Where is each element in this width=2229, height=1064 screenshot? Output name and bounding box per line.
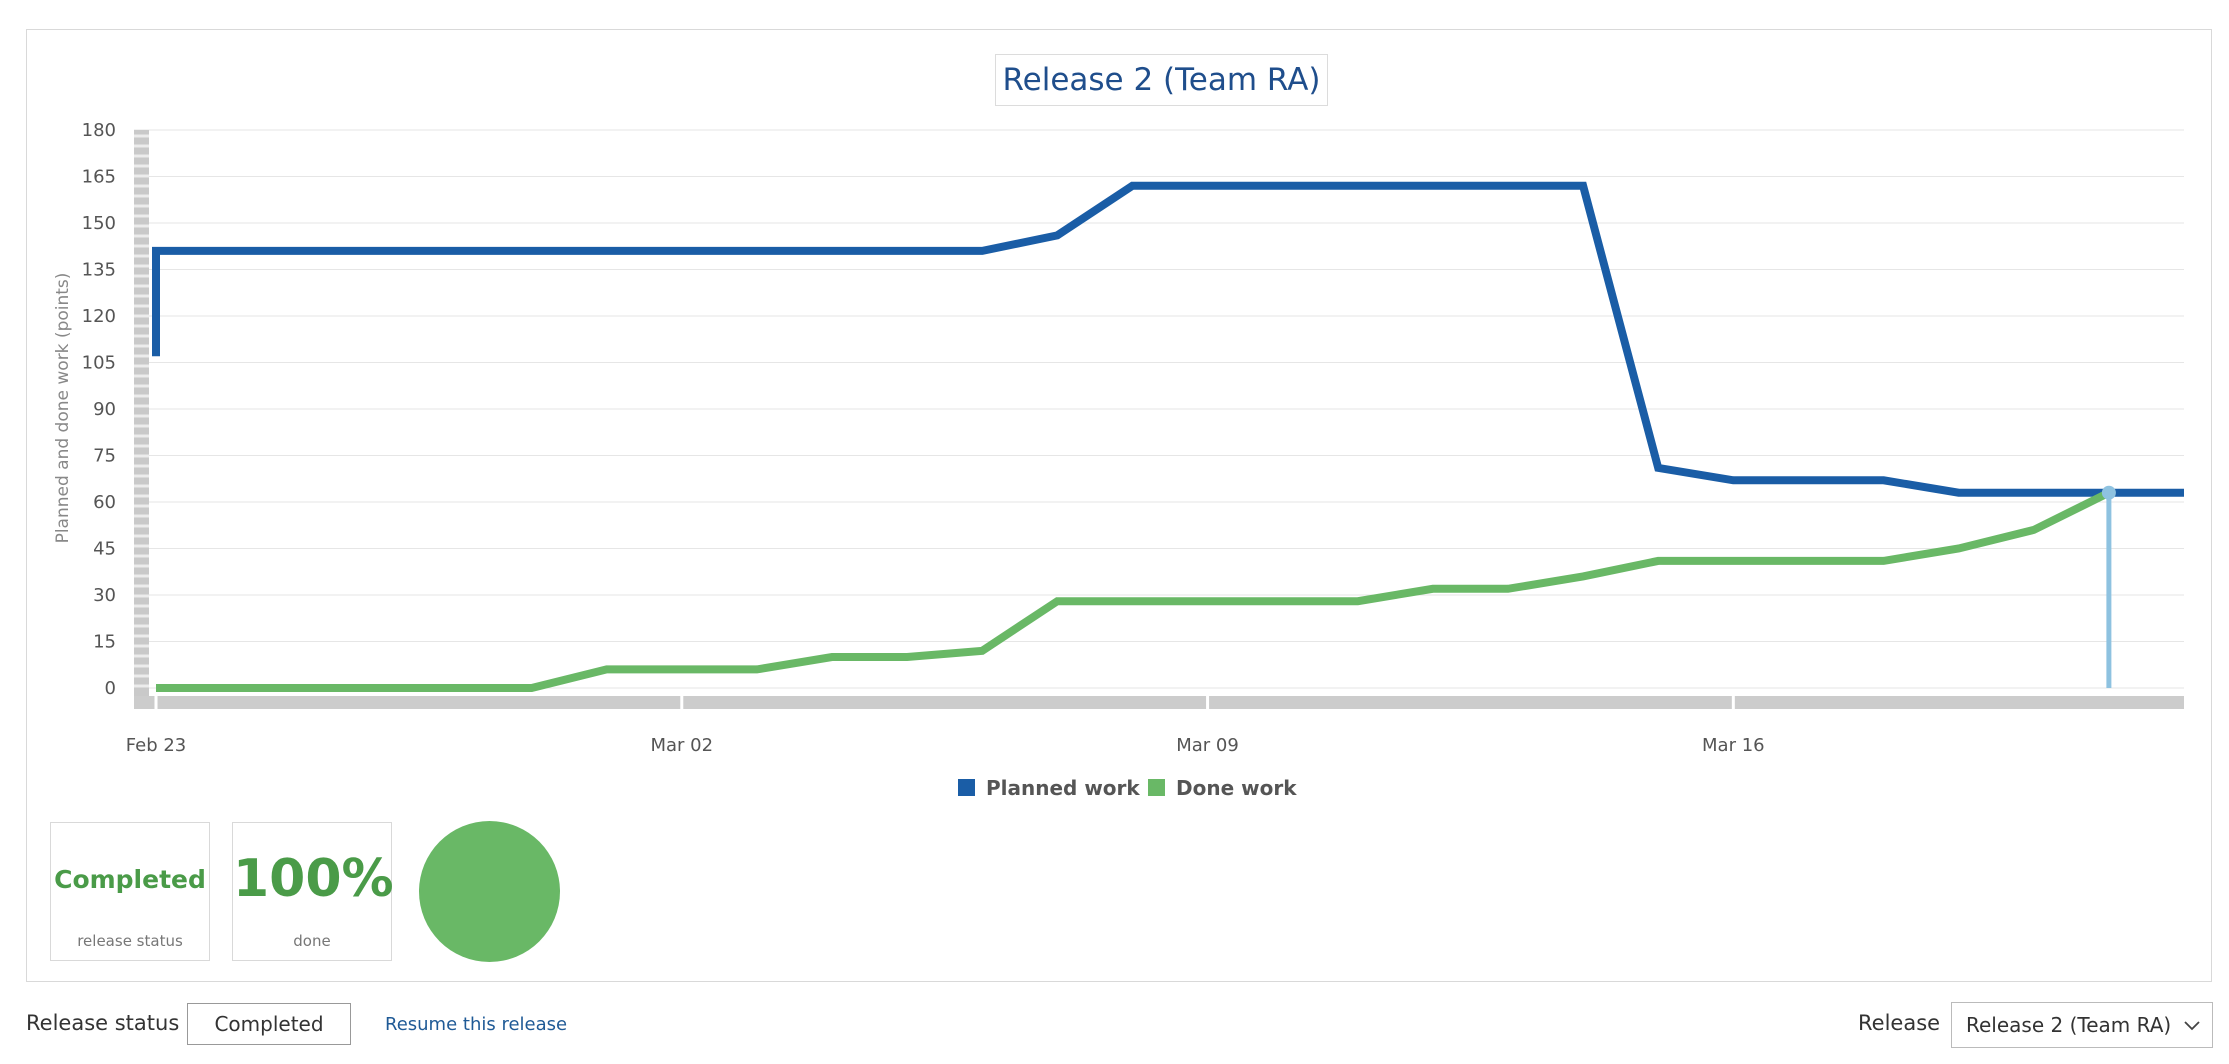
chart-title: Release 2 (Team RA) bbox=[995, 54, 1328, 106]
release-status-label: Release status bbox=[26, 1011, 180, 1035]
y-tick-label: 30 bbox=[93, 585, 116, 606]
x-axis-strip bbox=[134, 696, 2184, 709]
done-work-line bbox=[156, 489, 2111, 692]
release-label: Release bbox=[1858, 1011, 1941, 1035]
burnup-chart: 0 15 30 45 60 75 90 105 120 135 150 165 180 Planned a… bbox=[53, 120, 2184, 800]
y-tick-label: 165 bbox=[82, 167, 116, 188]
current-date-marker-dot bbox=[2101, 485, 2116, 500]
y-tick-label: 150 bbox=[82, 213, 116, 234]
release-status-card: Completed release status bbox=[50, 822, 210, 961]
resume-release-link[interactable]: Resume this release bbox=[385, 1014, 568, 1035]
legend[interactable]: Planned work Done work bbox=[958, 776, 1297, 800]
release-status-button[interactable]: Completed bbox=[187, 1003, 351, 1045]
y-tick-label: 75 bbox=[93, 446, 116, 467]
release-select-value: Release 2 (Team RA) bbox=[1966, 1013, 2172, 1037]
y-tick-label: 45 bbox=[93, 539, 116, 560]
done-work-legend-swatch bbox=[1148, 779, 1165, 796]
planned-work-legend-label: Planned work bbox=[986, 776, 1140, 800]
y-tick-label: 135 bbox=[82, 260, 116, 281]
y-axis-title: Planned and done work (points) bbox=[53, 273, 73, 544]
planned-work-legend-swatch bbox=[958, 779, 975, 796]
y-tick-label: 120 bbox=[82, 306, 116, 327]
done-percent-card: 100% done bbox=[232, 822, 394, 961]
progress-circle bbox=[419, 821, 560, 962]
release-status-caption: release status bbox=[77, 932, 183, 950]
series-layer bbox=[152, 181, 2184, 692]
done-work-legend-label: Done work bbox=[1176, 776, 1297, 800]
done-percent-caption: done bbox=[293, 932, 331, 950]
axis-layer: 0 15 30 45 60 75 90 105 120 135 150 165 180 Planned a… bbox=[53, 120, 2184, 756]
y-tick-label: 105 bbox=[82, 353, 116, 374]
x-tick-label: Mar 02 bbox=[650, 735, 713, 756]
done-percent-value: 100% bbox=[233, 849, 394, 909]
y-tick-label: 15 bbox=[93, 632, 116, 653]
y-tick-label: 0 bbox=[105, 678, 116, 699]
y-tick-label: 90 bbox=[93, 399, 116, 420]
grid-layer bbox=[134, 129, 2184, 689]
y-tick-label: 60 bbox=[93, 492, 116, 513]
x-tick-label: Mar 09 bbox=[1176, 735, 1239, 756]
y-tick-label: 180 bbox=[82, 120, 116, 141]
release-status-value: Completed bbox=[54, 865, 206, 894]
chevron-down-icon bbox=[2184, 1021, 2200, 1031]
marker-layer bbox=[2101, 485, 2116, 688]
x-tick-label: Feb 23 bbox=[126, 735, 187, 756]
release-select[interactable]: Release 2 (Team RA) bbox=[1951, 1002, 2213, 1048]
x-tick-label: Mar 16 bbox=[1702, 735, 1765, 756]
planned-work-line bbox=[152, 181, 2184, 497]
